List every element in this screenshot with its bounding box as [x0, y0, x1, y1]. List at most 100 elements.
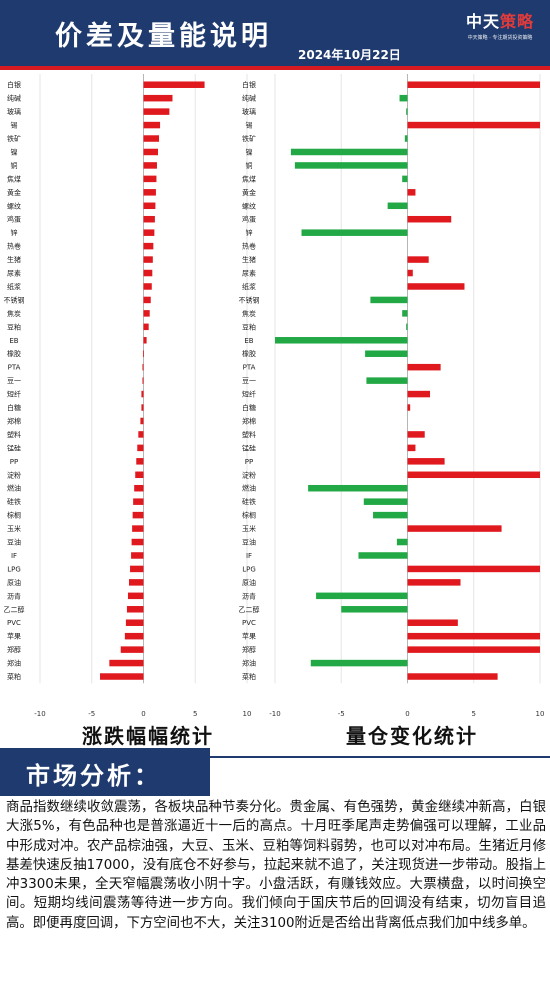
- category-label: PTA: [8, 364, 21, 372]
- bar: [373, 511, 408, 519]
- category-label: 热卷: [7, 242, 21, 251]
- category-label: PP: [245, 458, 253, 466]
- bar: [143, 269, 153, 277]
- bar: [396, 538, 408, 546]
- page-title: 价差及量能说明: [55, 21, 272, 52]
- bar: [407, 458, 445, 465]
- bar: [143, 323, 149, 331]
- category-label: 锡: [246, 121, 253, 130]
- bar: [402, 175, 408, 183]
- category-label: EB: [9, 337, 18, 345]
- category-label: 郑棉: [7, 416, 21, 425]
- category-label: 橡胶: [242, 349, 256, 358]
- category-label: 塑料: [242, 430, 256, 439]
- x-tick-label: -10: [269, 710, 280, 718]
- logo-text-right: 策略: [500, 12, 535, 31]
- category-label: PP: [10, 458, 18, 466]
- category-label: 镍: [11, 147, 18, 156]
- category-label: 玉米: [242, 524, 256, 533]
- x-tick-label: 10: [536, 710, 545, 718]
- category-label: 郑棉: [242, 416, 256, 425]
- left-chart-caption: 涨跌幅幅统计: [82, 724, 214, 748]
- category-label: 豆粕: [242, 322, 256, 331]
- bar: [130, 565, 144, 573]
- bar: [407, 283, 465, 290]
- bar: [143, 215, 155, 223]
- category-label: 郑醇: [7, 645, 21, 654]
- analysis-text: 商品指数继续收敛震荡，各板块品种节奏分化。贵金属、有色强势，黄金继续冲新高，白银…: [6, 800, 546, 931]
- bar: [290, 148, 408, 156]
- category-label: 螺纹: [242, 201, 256, 210]
- x-tick-label: -5: [338, 710, 345, 718]
- bar: [131, 552, 144, 559]
- category-label: PTA: [243, 364, 256, 372]
- bar: [407, 363, 441, 371]
- category-label: 白糖: [7, 403, 21, 412]
- category-label: 硅铁: [7, 497, 21, 506]
- bar: [143, 202, 156, 210]
- bar: [143, 108, 170, 115]
- bar: [308, 484, 408, 492]
- category-label: 原油: [7, 578, 21, 587]
- bar: [407, 404, 411, 411]
- bar: [365, 350, 408, 357]
- category-label: 豆油: [242, 538, 256, 547]
- category-label: 白银: [7, 80, 21, 89]
- category-label: 燃油: [242, 484, 256, 493]
- category-label: 纸浆: [242, 282, 256, 291]
- bar: [143, 175, 157, 183]
- bar: [137, 444, 144, 452]
- bar: [310, 659, 408, 667]
- category-label: 豆粕: [7, 322, 21, 331]
- category-label: 淀粉: [7, 470, 21, 479]
- category-label: 尿素: [242, 269, 256, 278]
- bar: [404, 135, 408, 142]
- category-label: PVC: [242, 619, 256, 627]
- category-label: 锌: [246, 228, 253, 237]
- bar: [370, 296, 408, 304]
- category-label: 玉米: [7, 524, 21, 533]
- bar: [143, 148, 158, 156]
- category-label: 短纤: [242, 390, 256, 399]
- bar: [143, 310, 150, 317]
- brand-logo: 中天策略 中天策略 · 专注期货投资策略: [458, 8, 542, 44]
- bar: [294, 162, 408, 169]
- category-label: 镍: [246, 147, 253, 156]
- x-tick-label: 5: [472, 710, 476, 718]
- bar: [407, 619, 458, 626]
- category-label: 鸡蛋: [7, 215, 21, 224]
- bar: [141, 404, 144, 411]
- section-heading: 市场分析：: [26, 761, 161, 790]
- category-label: 菜粕: [7, 672, 21, 681]
- bar: [407, 471, 540, 479]
- bar: [407, 189, 416, 196]
- category-label: 菜粕: [242, 672, 256, 681]
- bar: [142, 377, 144, 384]
- bar: [127, 592, 144, 600]
- bar: [363, 498, 408, 505]
- category-label: LPG: [242, 565, 256, 573]
- bar: [407, 121, 540, 129]
- section-heading-box: [0, 748, 210, 796]
- bar: [143, 162, 157, 169]
- bar: [133, 498, 144, 505]
- category-label: 纸浆: [7, 282, 21, 291]
- bar: [132, 511, 144, 519]
- category-label: IF: [11, 552, 17, 560]
- bar: [143, 94, 173, 102]
- bar: [316, 592, 408, 600]
- bar: [131, 538, 144, 546]
- category-label: 铜: [246, 161, 253, 170]
- category-label: 淀粉: [242, 470, 256, 479]
- bar: [143, 189, 156, 196]
- bar: [124, 632, 144, 640]
- category-label: 郑油: [7, 659, 21, 668]
- bar: [407, 525, 502, 532]
- bar: [132, 525, 144, 532]
- category-label: 豆一: [7, 377, 21, 385]
- bar: [406, 108, 408, 115]
- bar: [407, 444, 416, 452]
- bar: [143, 121, 161, 129]
- bar: [366, 377, 408, 384]
- bar: [402, 310, 408, 317]
